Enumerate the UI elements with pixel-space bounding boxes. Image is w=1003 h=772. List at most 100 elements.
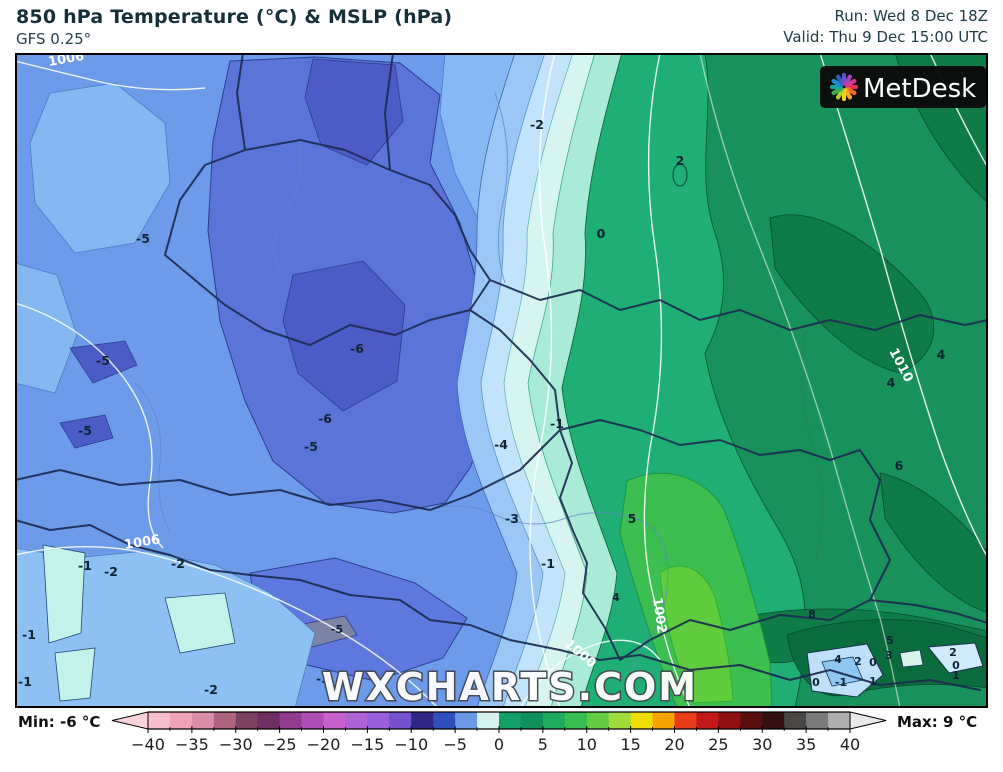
isobars (14, 52, 989, 716)
colorbar-segment (784, 712, 807, 729)
colorbar-tick-label: −40 (131, 735, 165, 754)
colorbar-tick-label: 20 (664, 735, 684, 754)
model-label: GFS 0.25° (16, 30, 92, 48)
temp-label: -5 (96, 353, 110, 368)
isobar-label: 1002 (649, 596, 669, 634)
temp-label: -2 (171, 556, 185, 571)
page-title: 850 hPa Temperature (°C) & MSLP (hPa) (16, 6, 453, 28)
colorbar-segment (235, 712, 259, 729)
colorbar-segment (301, 712, 324, 729)
run-label: Run: Wed 8 Dec 18Z (834, 7, 988, 25)
temp-label: -5 (78, 423, 92, 438)
map-canvas: -5-5-5-6-6-5 -4-2-1-3-1-5-3-1 -2-2-1-1-202… (14, 49, 989, 716)
metdesk-logo-text: MetDesk (863, 74, 976, 104)
colorbar-segment (213, 712, 237, 729)
colorbar-segment (564, 712, 588, 729)
colorbar-segment (411, 712, 434, 729)
colorbar-segment (652, 712, 675, 729)
temp-label: -1 (22, 627, 36, 642)
colorbar-tick-label: 35 (796, 735, 816, 754)
colorbar-tick-label: −20 (307, 735, 341, 754)
temp-label: -2 (204, 682, 218, 697)
rivers (134, 92, 823, 686)
temp-label: 2 (854, 655, 862, 668)
temp-label: -6 (318, 411, 332, 426)
colorbar-segment (608, 712, 632, 729)
colorbar-tick-label: −10 (394, 735, 428, 754)
temp-label: 4 (612, 591, 620, 604)
temp-label: -3 (316, 671, 330, 686)
temp-label: 2 (676, 153, 685, 168)
temp-label: 3 (885, 649, 893, 662)
colorbar-canvas: Min: -6 °C Max: 9 °C −40 −35 −30 −25 −20 −15−… (18, 711, 977, 754)
colorbar-segment (191, 712, 215, 729)
temp-label: -5 (304, 439, 318, 454)
temp-label: 4 (834, 653, 842, 666)
colorbar-segment (740, 712, 763, 729)
watermark: WXCHARTS.COM (322, 665, 698, 708)
colorbar-segment (674, 712, 697, 729)
colorbar-segment (279, 712, 302, 729)
colorbar-left-arrow (111, 711, 149, 730)
temp-label: 0 (869, 656, 877, 669)
temp-label: -2 (530, 117, 544, 132)
colorbar-segment (169, 712, 193, 729)
colorbar-segment (718, 712, 741, 729)
isobar-label: 1006 (123, 532, 161, 552)
colorbar-tick-label: 0 (494, 735, 504, 754)
colorbar-segment (477, 712, 500, 729)
temp-label: 2 (949, 646, 957, 659)
weather-map: -5 -5 -5 -6 -6 -5 -4 -2 -1 -3 -1 -5 -3 -1 -2 -2 -1 -1 -2 0 2… (14, 49, 989, 716)
temp-label: -3 (505, 511, 519, 526)
temp-label: 5 (886, 634, 894, 647)
temp-label: 0 (597, 226, 606, 241)
temp-label: 5 (628, 511, 637, 526)
colorbar-segment (696, 712, 719, 729)
colorbar-tick-label: 10 (577, 735, 597, 754)
country-borders (14, 52, 989, 691)
temp-label: -6 (350, 341, 364, 356)
colorbar-segment (389, 712, 412, 729)
colorbar-tick-label: 40 (840, 735, 860, 754)
colorbar-segment (148, 712, 171, 729)
temp-label: 4 (937, 347, 946, 362)
temp-label: -1 (550, 416, 564, 431)
colorbar-segment (586, 712, 610, 729)
colorbar-tick-label: 15 (620, 735, 640, 754)
colorbar-tick-label: 25 (708, 735, 728, 754)
temp-label: 1 (869, 675, 877, 688)
temp-label: 8 (808, 608, 816, 621)
metdesk-logo: MetDesk (820, 66, 986, 108)
colorbar-max-label: Max: 9 °C (897, 713, 977, 731)
colorbar-right-arrow (849, 711, 887, 730)
colorbar-segment (367, 712, 390, 729)
temp-label: -1 (18, 674, 32, 689)
colorbar-tick-label: −15 (350, 735, 384, 754)
colorbar-segment (433, 712, 456, 729)
temp-label: 4 (887, 375, 896, 390)
colorbar-segment (630, 712, 653, 729)
temp-label: 6 (895, 458, 904, 473)
temp-label: -1 (835, 676, 847, 689)
colorbar-tick-label: 30 (752, 735, 772, 754)
colorbar-min-label: Min: -6 °C (18, 713, 100, 731)
temperature-bands (14, 52, 989, 709)
colorbar-tick-label: −35 (175, 735, 209, 754)
temp-label: -1 (541, 556, 555, 571)
colorbar-segment (257, 712, 281, 729)
temp-label: -2 (104, 564, 118, 579)
metdesk-pinwheel-icon (829, 72, 859, 102)
colorbar-tick-label: −5 (443, 735, 467, 754)
colorbar-tick-label: −30 (219, 735, 253, 754)
temp-label: -4 (494, 437, 508, 452)
colorbar-segment (542, 712, 566, 729)
temp-label: -1 (78, 558, 92, 573)
colorbar-segment (499, 712, 522, 729)
colorbar-segment (345, 712, 368, 729)
temp-label: 0 (952, 659, 960, 672)
colorbar-segment (828, 712, 851, 729)
temp-label: 0 (812, 676, 820, 689)
temp-label: 1 (952, 669, 960, 682)
colorbar-segment (323, 712, 346, 729)
colorbar-tick-label: −25 (263, 735, 297, 754)
